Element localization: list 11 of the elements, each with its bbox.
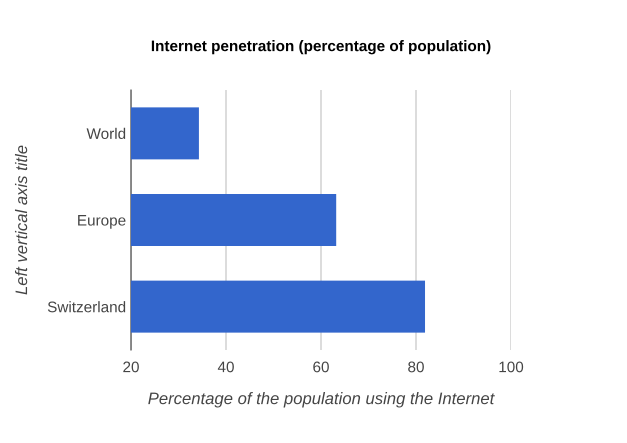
x-axis-title: Percentage of the population using the Internet xyxy=(148,392,495,408)
y-tick-label: Switzerland xyxy=(48,301,126,312)
x-tick-label: 80 xyxy=(408,362,424,372)
y-axis-title: Left vertical axis title xyxy=(14,146,28,295)
chart-title: Internet penetration (percentage of population) xyxy=(152,40,490,54)
x-tick-label: 100 xyxy=(499,362,524,372)
x-tick-label: 20 xyxy=(123,362,139,372)
y-tick-label: Europe xyxy=(78,215,126,229)
y-tick-label: World xyxy=(86,128,126,140)
x-tick-label: 40 xyxy=(218,362,234,372)
x-tick-label: 60 xyxy=(313,362,329,372)
